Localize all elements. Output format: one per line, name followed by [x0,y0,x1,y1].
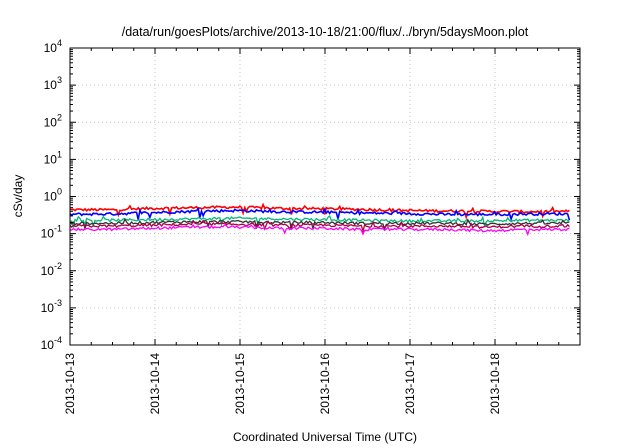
series-line-2 [69,206,571,222]
chart-title: /data/run/goesPlots/archive/2013-10-18/2… [122,25,529,39]
grid [69,48,580,345]
y-tick-label: 101 [44,149,62,166]
x-tick-label: 2013-10-15 [233,353,247,415]
series-line-3 [69,214,570,229]
y-tick-label: 10-4 [41,335,62,352]
y-tick-label: 104 [44,38,62,55]
y-tick-label: 100 [44,187,62,204]
y-tick-label: 10-2 [41,261,62,278]
series-line-4 [69,217,570,232]
series-line-6 [69,223,570,237]
y-tick-label: 102 [44,112,62,129]
y-tick-label: 10-1 [41,224,62,241]
x-axis: 2013-10-13 2013-10-14 2013-10-15 2013-10-16… [63,48,560,415]
series-line-1 [69,202,570,221]
y-tick-label: 103 [44,75,62,92]
x-tick-label: 2013-10-16 [318,353,332,415]
y-tick-label: 10-3 [41,298,62,315]
x-axis-label: Coordinated Universal Time (UTC) [233,430,417,444]
x-tick-label: 2013-10-17 [403,353,417,415]
x-tick-label: 2013-10-18 [488,353,502,415]
x-tick-label: 2013-10-14 [148,353,162,415]
data-series [69,202,571,237]
series-line-5 [69,219,570,234]
y-axis: 10-4 10-3 10-2 10-1 100 101 102 103 104 [41,38,580,352]
x-tick-label: 2013-10-13 [63,353,77,415]
y-axis-label: cSv/day [11,175,25,218]
